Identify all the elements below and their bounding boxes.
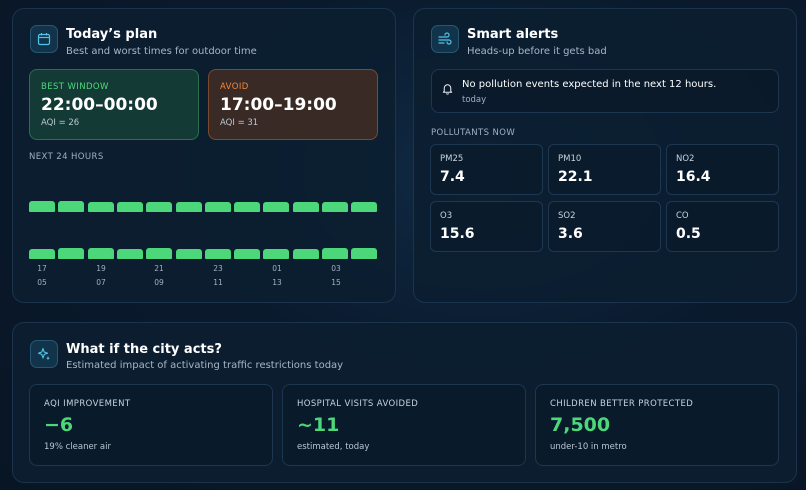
forecast-bar [292, 249, 319, 259]
hospital-visits-tile: HOSPITAL VISITS AVOIDED ~11 estimated, t… [282, 384, 526, 466]
hour-label: 09 [154, 278, 164, 287]
pollutant-value: 0.5 [676, 226, 701, 242]
impact-title: What if the city acts? [66, 342, 222, 357]
pollutants-now-label: POLLUTANTS NOW [431, 128, 516, 138]
avoid-label: AVOID [220, 82, 249, 92]
alert-message: No pollution events expected in the next… [462, 79, 717, 90]
pollutant-value: 15.6 [440, 226, 475, 242]
impact-value: −6 [44, 414, 74, 436]
hour-label: 11 [213, 278, 223, 287]
hour-label: 03 [331, 264, 341, 273]
forecast-bar [87, 248, 114, 259]
impact-subtitle: Estimated impact of activating traffic r… [66, 360, 344, 371]
pollutant-name: NO2 [676, 154, 695, 164]
forecast-bar [292, 202, 319, 212]
impact-value: 7,500 [550, 414, 611, 436]
avoid-aqi: AQI = 31 [220, 118, 259, 128]
pollutant-value: 7.4 [440, 169, 465, 185]
forecast-bar [87, 202, 114, 212]
forecast-bar [322, 202, 348, 212]
pollutant-name: CO [676, 211, 689, 221]
avoid-tile: AVOID 17:00–19:00 AQI = 31 [208, 69, 378, 140]
aqi-improvement-tile: AQI IMPROVEMENT −6 19% cleaner air [29, 384, 273, 466]
alert-time: today [462, 95, 487, 105]
forecast-bar [234, 202, 261, 212]
children-protected-tile: CHILDREN BETTER PROTECTED 7,500 under-10… [535, 384, 779, 466]
hour-label: 21 [154, 264, 164, 273]
hour-label: 19 [96, 264, 106, 273]
alert-message-box: No pollution events expected in the next… [431, 69, 779, 113]
impact-note: 19% cleaner air [44, 442, 111, 452]
pollutant-tile-so2: SO2 3.6 [548, 201, 661, 252]
impact-label: HOSPITAL VISITS AVOIDED [297, 399, 419, 409]
next-24-hours-label: NEXT 24 HOURS [29, 152, 104, 162]
pollutant-name: PM25 [440, 154, 464, 164]
pollutant-name: SO2 [558, 211, 576, 221]
hour-label: 01 [272, 264, 282, 273]
forecast-bar [263, 202, 290, 212]
pollutant-tile-o3: O3 15.6 [430, 201, 543, 252]
avoid-time: 17:00–19:00 [220, 95, 337, 115]
pollutant-tile-pm25: PM25 7.4 [430, 144, 543, 195]
forecast-bar [204, 249, 231, 259]
forecast-bar [322, 248, 348, 259]
impact-note: under-10 in metro [550, 442, 627, 452]
hour-label: 23 [213, 264, 223, 273]
impact-note: estimated, today [297, 442, 370, 452]
impact-value: ~11 [297, 414, 340, 436]
wind-icon [431, 25, 459, 53]
hour-label: 13 [272, 278, 282, 287]
forecast-bar [351, 202, 378, 212]
forecast-bar [58, 201, 85, 212]
best-window-tile: BEST WINDOW 22:00–00:00 AQI = 26 [29, 69, 199, 140]
pollutant-value: 3.6 [558, 226, 583, 242]
forecast-bar [29, 249, 55, 259]
hour-label: 05 [37, 278, 47, 287]
pollutant-name: PM10 [558, 154, 582, 164]
forecast-bar [263, 249, 290, 259]
impact-label: CHILDREN BETTER PROTECTED [550, 399, 694, 409]
forecast-bar [146, 202, 173, 212]
pollutant-value: 22.1 [558, 169, 593, 185]
alerts-subtitle: Heads-up before it gets bad [467, 46, 607, 57]
forecast-bar [58, 248, 85, 259]
best-window-label: BEST WINDOW [41, 82, 109, 92]
best-window-time: 22:00–00:00 [41, 95, 158, 115]
forecast-bar [351, 248, 378, 259]
best-window-aqi: AQI = 26 [41, 118, 80, 128]
pollutant-tile-co: CO 0.5 [666, 201, 779, 252]
forecast-bar [234, 249, 261, 259]
pollutant-value: 16.4 [676, 169, 711, 185]
pollutant-name: O3 [440, 211, 453, 221]
hour-label: 07 [96, 278, 106, 287]
pollutant-tile-pm10: PM10 22.1 [548, 144, 661, 195]
alerts-title: Smart alerts [467, 27, 559, 42]
forecast-bar [175, 202, 202, 212]
forecast-bar [116, 202, 143, 212]
forecast-bar [146, 248, 173, 259]
hour-label: 17 [37, 264, 47, 273]
hour-label: 15 [331, 278, 341, 287]
forecast-bar [204, 202, 231, 212]
plan-subtitle: Best and worst times for outdoor time [66, 46, 257, 57]
impact-label: AQI IMPROVEMENT [44, 399, 131, 409]
calendar-icon [30, 25, 58, 53]
forecast-bar [116, 249, 143, 259]
forecast-bar [175, 249, 202, 259]
bell-icon [441, 80, 454, 99]
sparkles-icon [30, 340, 58, 368]
pollutant-tile-no2: NO2 16.4 [666, 144, 779, 195]
forecast-bar [29, 201, 55, 212]
plan-title: Today’s plan [66, 27, 158, 42]
